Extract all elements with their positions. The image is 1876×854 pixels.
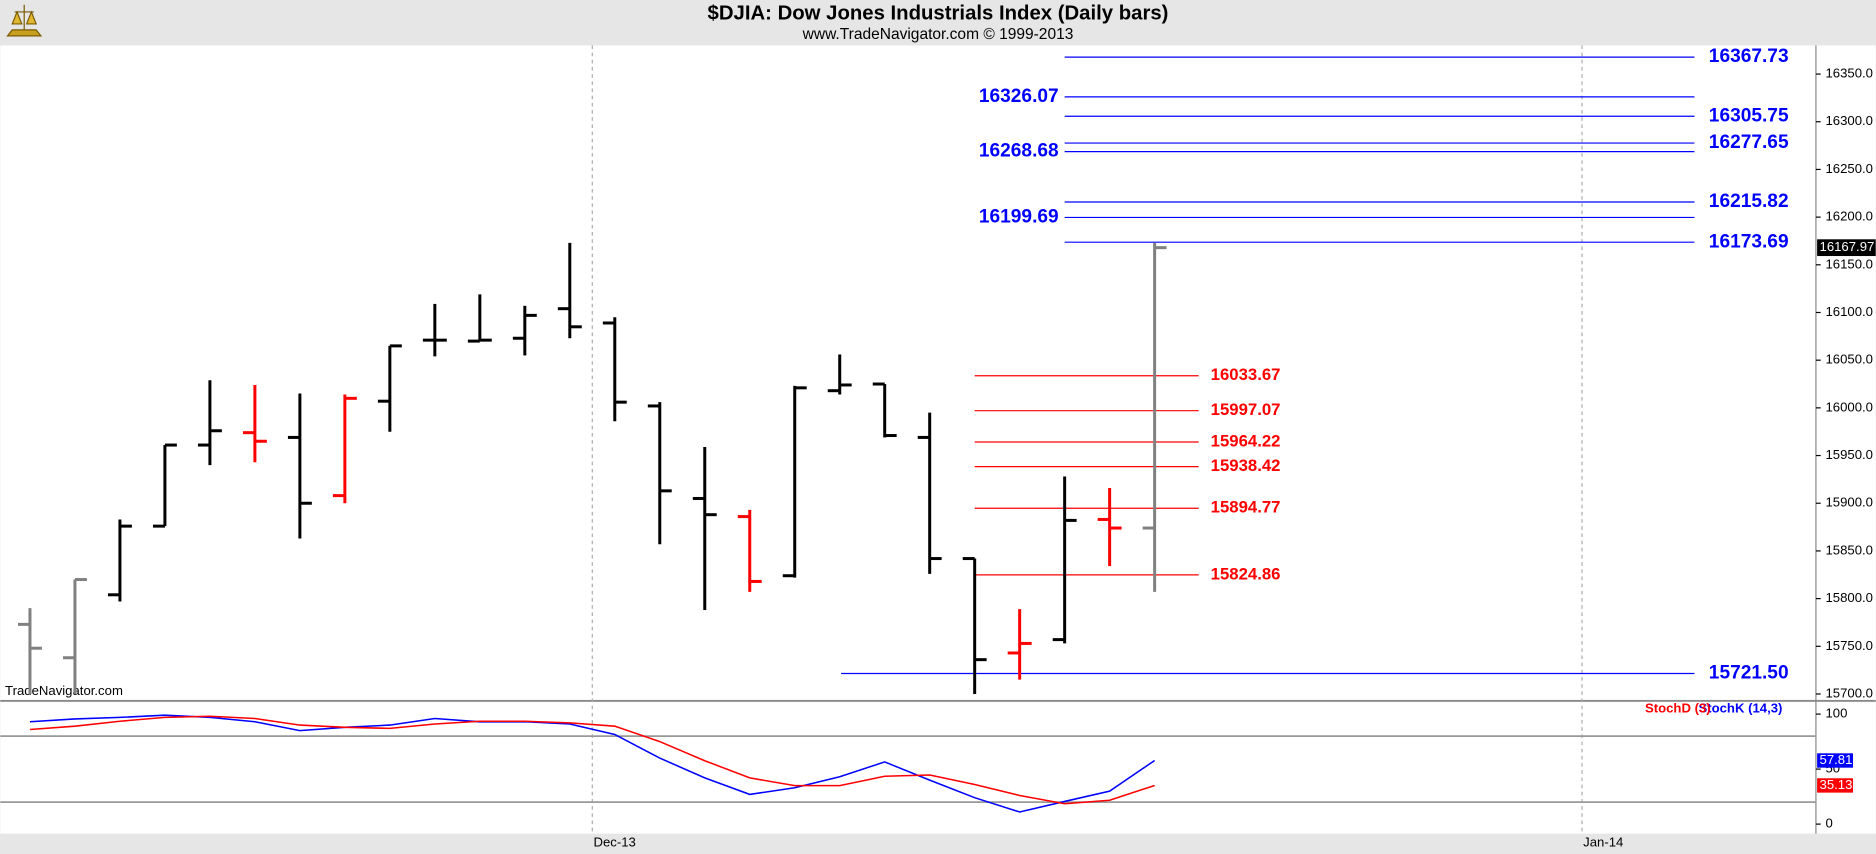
last-value-label: 57.81	[1820, 752, 1853, 767]
price-axis	[1815, 45, 1876, 700]
last-value-badge	[1817, 778, 1853, 793]
x-tick-label: Jan-14	[1583, 835, 1623, 850]
legend-label: StochD (3)	[1645, 701, 1711, 716]
stoch-axis	[1815, 702, 1876, 834]
level-label: 16268.68	[979, 141, 1059, 162]
last-value-label: 35.13	[1820, 777, 1853, 792]
level-label: 15721.50	[1709, 663, 1789, 684]
level-label: 16033.67	[1211, 365, 1281, 384]
last-price-badge	[1817, 239, 1876, 257]
level-label: 16367.73	[1709, 46, 1789, 67]
y-tick-label: 16050.0	[1825, 352, 1873, 367]
level-label: 15824.86	[1211, 564, 1281, 583]
legend-label: StochK (14,3)	[1698, 701, 1782, 716]
y-tick-label: 15950.0	[1825, 447, 1873, 462]
y-tick-label: 16250.0	[1825, 161, 1873, 176]
last-value-badge	[1817, 753, 1853, 768]
x-tick-label: Dec-13	[593, 835, 635, 850]
level-label: 15938.42	[1211, 456, 1281, 475]
level-label: 16215.82	[1709, 191, 1789, 212]
y-tick-label: 16350.0	[1825, 66, 1873, 81]
last-price-label: 16167.97	[1820, 239, 1875, 254]
y-tick-label: 15750.0	[1825, 638, 1873, 653]
y-tick-label: 15850.0	[1825, 542, 1873, 557]
level-label: 16173.69	[1709, 231, 1789, 252]
price-panel	[0, 45, 1816, 700]
y-tick-label: 0	[1825, 816, 1832, 831]
level-label: 16326.07	[979, 86, 1059, 107]
y-tick-label: 16000.0	[1825, 399, 1873, 414]
y-tick-label: 100	[1825, 706, 1847, 721]
level-label: 15997.07	[1211, 400, 1281, 419]
y-tick-label: 15800.0	[1825, 590, 1873, 605]
chart-subtitle: www.TradeNavigator.com © 1999-2013	[802, 26, 1074, 43]
level-label: 16277.65	[1709, 132, 1789, 153]
watermark: TradeNavigator.com	[5, 683, 123, 698]
stoch-panel	[0, 702, 1816, 834]
y-tick-label: 16200.0	[1825, 209, 1873, 224]
level-label: 16305.75	[1709, 105, 1789, 126]
y-tick-label: 15900.0	[1825, 495, 1873, 510]
logo	[6, 4, 43, 37]
stoch-line	[29, 715, 1155, 805]
y-tick-label: 16150.0	[1825, 256, 1873, 271]
y-tick-label: 15700.0	[1825, 685, 1873, 700]
level-label: 15964.22	[1211, 431, 1281, 450]
y-tick-label: 16300.0	[1825, 113, 1873, 128]
chart-title: $DJIA: Dow Jones Industrials Index (Dail…	[708, 3, 1169, 25]
level-label: 15894.77	[1211, 498, 1281, 517]
stoch-line	[29, 714, 1156, 813]
level-label: 16199.69	[979, 206, 1059, 227]
y-tick-label: 16100.0	[1825, 304, 1873, 319]
